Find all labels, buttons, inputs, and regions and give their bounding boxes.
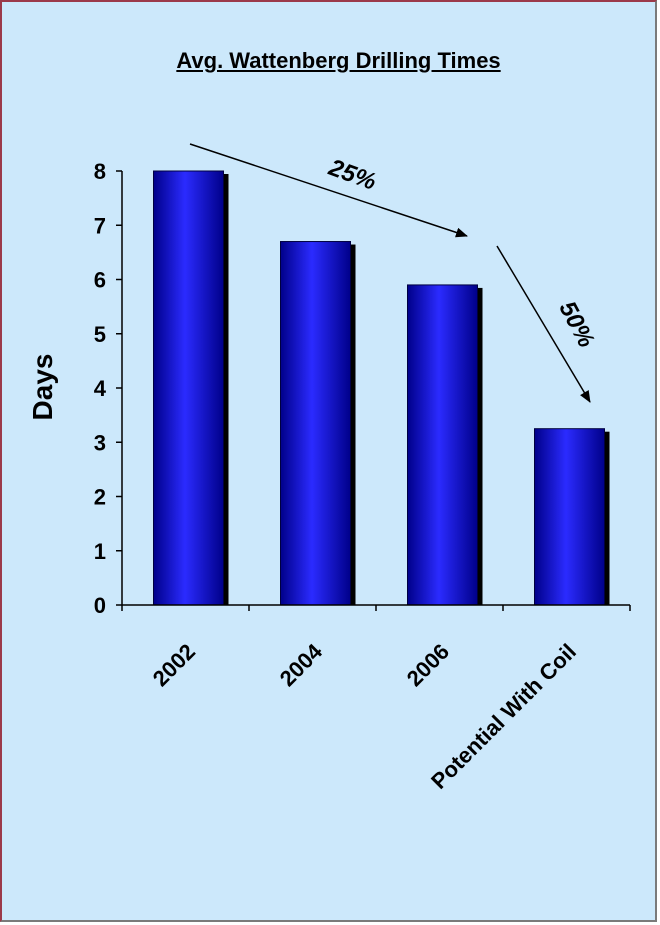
bars [153, 170, 610, 606]
chart-title: Avg. Wattenberg Drilling Times [176, 48, 501, 73]
y-tick-label: 3 [94, 430, 106, 455]
y-tick-label: 2 [94, 485, 106, 510]
x-tick-label: 2006 [402, 639, 454, 691]
y-axis: 0 1 2 3 4 5 6 7 8 [94, 159, 123, 618]
y-tick-label: 5 [94, 322, 106, 347]
y-tick-label: 1 [94, 539, 106, 564]
y-tick-label: 0 [94, 593, 106, 618]
bar [153, 170, 224, 606]
bar [407, 284, 478, 606]
annotations: 25% 50% [189, 143, 600, 403]
annotation-label: 25% [324, 154, 379, 196]
x-tick-label: Potential With Coil [426, 639, 581, 794]
annotation-arrow [189, 143, 468, 238]
bar [534, 428, 605, 606]
annotation-label: 50% [553, 297, 599, 352]
annotation-arrow [496, 245, 591, 403]
y-tick-label: 7 [94, 213, 106, 238]
y-tick-label: 8 [94, 159, 106, 184]
y-tick-label: 4 [94, 376, 107, 401]
y-tick-label: 6 [94, 268, 106, 293]
y-axis-title: Days [27, 354, 58, 421]
x-tick-label: 2002 [148, 639, 200, 691]
x-tick-label: 2004 [275, 638, 328, 691]
bar [280, 241, 351, 606]
